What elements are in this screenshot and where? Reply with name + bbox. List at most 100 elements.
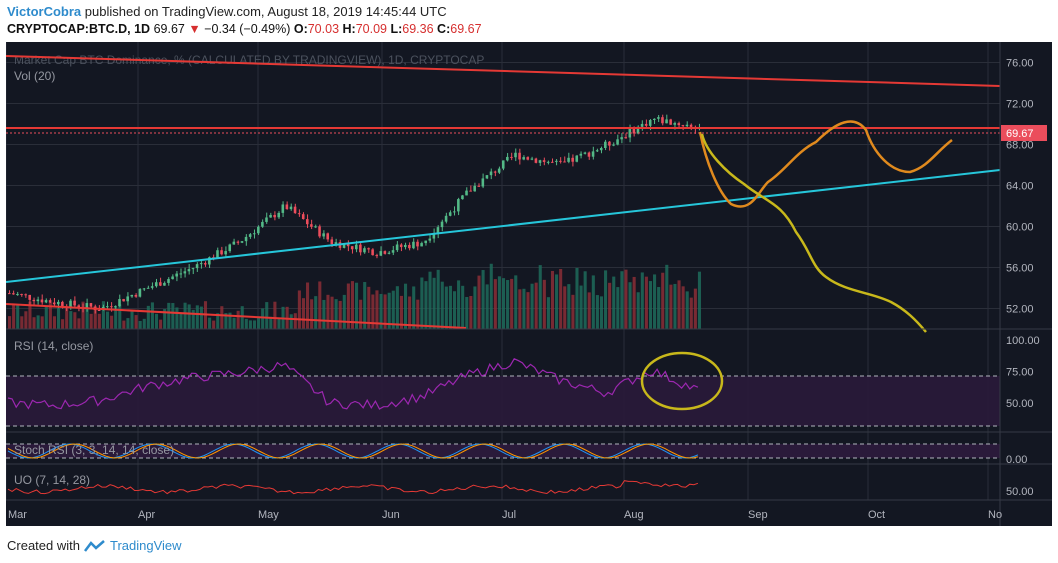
volume-bar xyxy=(493,279,497,329)
volume-bar xyxy=(342,294,346,329)
y-axis[interactable]: 76.00 72.00 68.00 64.00 60.00 56.00 52.00 100.0… xyxy=(1006,58,1040,499)
volume-bar xyxy=(620,271,624,329)
price-pane-title: Market Cap BTC Dominance, % (CALCULATED … xyxy=(14,53,484,67)
volume-bar xyxy=(248,320,252,329)
volume-bar xyxy=(501,278,506,329)
volume-bar xyxy=(56,307,61,329)
candle xyxy=(489,171,493,176)
volume-bars xyxy=(8,263,701,329)
volume-bar xyxy=(387,292,391,329)
y-tick-label: 76.00 xyxy=(1006,58,1034,70)
volume-bar xyxy=(465,296,469,329)
candles xyxy=(8,114,701,314)
stoch-d-line xyxy=(7,443,699,459)
volume-bar xyxy=(432,277,436,329)
volume-bar xyxy=(350,281,354,329)
candle xyxy=(363,248,366,253)
volume-bar xyxy=(440,281,444,329)
candle xyxy=(261,221,264,227)
volume-bar xyxy=(191,309,195,329)
volume-bar xyxy=(399,295,403,329)
candle xyxy=(391,250,395,253)
volume-bar xyxy=(526,292,530,329)
author-link[interactable]: VictorCobra xyxy=(7,4,82,19)
volume-bar xyxy=(403,283,408,329)
uo-y-tick-label: 50.00 xyxy=(1006,486,1034,498)
volume-bar xyxy=(669,284,673,329)
candle xyxy=(444,215,448,222)
uo-line xyxy=(7,480,699,495)
volume-bar xyxy=(444,286,448,329)
x-axis[interactable]: Mar Apr May Jun Jul Aug Sep Oct No xyxy=(8,509,1002,521)
tradingview-brand-link[interactable]: TradingView xyxy=(109,538,182,553)
candle xyxy=(612,144,615,146)
volume-bar xyxy=(175,307,179,329)
candle xyxy=(416,241,419,247)
volume-bar xyxy=(473,286,477,329)
candle xyxy=(252,233,256,235)
candle xyxy=(587,152,591,157)
high-label: H: xyxy=(342,22,356,36)
volume-bar xyxy=(130,311,134,329)
candle xyxy=(167,279,170,283)
volume-bar xyxy=(28,301,32,329)
candle xyxy=(73,300,76,306)
candle xyxy=(616,139,619,145)
volume-bar xyxy=(8,316,12,329)
rsi-y-tick-label: 50.00 xyxy=(1006,398,1034,410)
candle xyxy=(273,214,276,218)
volume-bar xyxy=(277,317,281,329)
candle xyxy=(648,119,652,126)
descending-support-line[interactable] xyxy=(6,303,467,329)
volume-bar xyxy=(420,277,424,329)
candle xyxy=(89,303,93,307)
volume-bar xyxy=(367,286,371,329)
volume-bar xyxy=(36,315,40,329)
chart-area[interactable]: Market Cap BTC Dominance, % (CALCULATED … xyxy=(6,42,1052,526)
volume-bar xyxy=(150,302,154,329)
volume-bar xyxy=(391,290,395,329)
volume-bar xyxy=(604,270,608,329)
volume-bar xyxy=(314,296,318,329)
volume-bar xyxy=(681,286,685,329)
volume-bar xyxy=(661,272,665,329)
volume-bar xyxy=(40,316,44,329)
ohlc-line: CRYPTOCAP:BTC.D, 1D 69.67 ▼ −0.34 (−0.49… xyxy=(7,22,482,36)
volume-bar xyxy=(187,304,191,329)
candle xyxy=(604,141,607,149)
volume-bar xyxy=(269,316,273,329)
candle xyxy=(322,233,325,237)
candle xyxy=(314,226,317,228)
volume-bar xyxy=(69,311,73,329)
volume-bar xyxy=(208,317,212,329)
resistance-trendline[interactable] xyxy=(6,55,1001,87)
candle xyxy=(469,190,472,192)
change-arrow-icon: ▼ xyxy=(188,22,201,36)
stoch-band xyxy=(6,444,1000,458)
volume-bar xyxy=(546,297,550,329)
volume-bar xyxy=(81,301,85,329)
candle xyxy=(599,148,603,151)
candle xyxy=(383,251,387,254)
volume-bar xyxy=(142,318,146,329)
ascending-support-line[interactable] xyxy=(6,169,1001,283)
volume-bar xyxy=(424,281,428,329)
volume-bar xyxy=(118,304,122,329)
symbol-label: CRYPTOCAP:BTC.D, 1D xyxy=(7,22,151,36)
candle xyxy=(32,299,36,302)
volume-bar xyxy=(371,294,375,329)
candle xyxy=(248,234,252,237)
candle xyxy=(44,300,48,303)
price-change: −0.34 (−0.49%) xyxy=(204,22,291,36)
stoch-pane: Stoch RSI (3, 3, 14, 14, close) xyxy=(6,443,1052,465)
y-tick-label: 72.00 xyxy=(1006,99,1034,111)
candle xyxy=(228,244,232,252)
candle xyxy=(457,199,460,212)
volume-bar xyxy=(477,275,481,329)
candle xyxy=(265,217,268,222)
volume-bar xyxy=(579,285,583,329)
volume-bar xyxy=(167,302,171,329)
volume-bar xyxy=(497,276,501,329)
candle xyxy=(224,251,227,255)
candle xyxy=(493,171,497,173)
